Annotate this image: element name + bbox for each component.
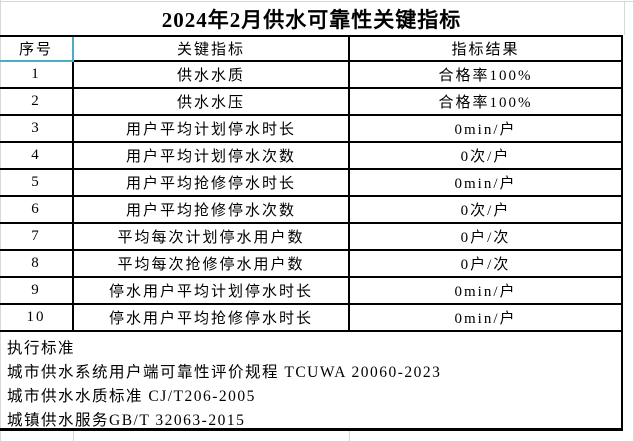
table-row: 8 平均每次抢修停水用户数 0户/次 [0, 251, 623, 278]
row-index-cell[interactable]: 1 [0, 62, 74, 89]
row-indicator-cell[interactable]: 供水水压 [74, 89, 350, 116]
gridline-left [0, 0, 1, 441]
row-indicator-cell[interactable]: 供水水质 [74, 62, 350, 89]
table-title-cell[interactable]: 2024年2月供水可靠性关键指标 [0, 2, 623, 35]
row-index-cell[interactable]: 2 [0, 89, 74, 116]
footer-standard-line: 城市供水水质标准 CJ/T206-2005 [7, 388, 256, 405]
footer-standard-line: 城镇供水服务GB/T 32063-2015 [7, 412, 246, 429]
row-index-cell[interactable]: 8 [0, 251, 74, 278]
row-indicator-cell[interactable]: 用户平均计划停水次数 [74, 143, 350, 170]
row-result-cell[interactable]: 合格率100% [350, 89, 623, 116]
table-header-row: 序号 关键指标 指标结果 [0, 35, 623, 62]
row-index-cell[interactable]: 10 [0, 305, 74, 332]
gridline-title-right [624, 2, 625, 35]
row-indicator-cell[interactable]: 平均每次计划停水用户数 [74, 224, 350, 251]
row-indicator-cell[interactable]: 停水用户平均抢修停水时长 [74, 305, 350, 332]
row-result-cell[interactable]: 0min/户 [350, 116, 623, 143]
row-index-cell[interactable]: 3 [0, 116, 74, 143]
row-result-cell[interactable]: 0min/户 [350, 170, 623, 197]
table-row: 3 用户平均计划停水时长 0min/户 [0, 116, 623, 143]
row-index-cell[interactable]: 5 [0, 170, 74, 197]
row-index-cell[interactable]: 7 [0, 224, 74, 251]
table-row: 5 用户平均抢修停水时长 0min/户 [0, 170, 623, 197]
header-cell-result[interactable]: 指标结果 [350, 37, 623, 62]
row-index-cell[interactable]: 4 [0, 143, 74, 170]
row-indicator-cell[interactable]: 用户平均抢修停水次数 [74, 197, 350, 224]
indicator-table: 2024年2月供水可靠性关键指标 序号 关键指标 指标结果 1 供水水质 合格率… [0, 2, 623, 431]
row-result-cell[interactable]: 0次/户 [350, 197, 623, 224]
gridline-top [0, 1, 634, 2]
table-row: 6 用户平均抢修停水次数 0次/户 [0, 197, 623, 224]
page-title: 2024年2月供水可靠性关键指标 [161, 7, 462, 32]
table-row: 10 停水用户平均抢修停水时长 0min/户 [0, 305, 623, 332]
row-indicator-cell[interactable]: 停水用户平均计划停水时长 [74, 278, 350, 305]
footer-standard-line: 执行标准 [7, 340, 76, 357]
table-row: 9 停水用户平均计划停水时长 0min/户 [0, 278, 623, 305]
row-index-cell[interactable]: 6 [0, 197, 74, 224]
row-indicator-cell[interactable]: 用户平均抢修停水时长 [74, 170, 350, 197]
gridline-stub-col2 [349, 430, 350, 441]
table-row: 7 平均每次计划停水用户数 0户/次 [0, 224, 623, 251]
gridline-stub-col1 [73, 430, 74, 441]
header-cell-indicator[interactable]: 关键指标 [74, 37, 350, 62]
row-result-cell[interactable]: 0户/次 [350, 224, 623, 251]
footer-standard-line: 城市供水系统用户端可靠性评价规程 TCUWA 20060-2023 [7, 364, 442, 381]
table-row: 4 用户平均计划停水次数 0次/户 [0, 143, 623, 170]
footer-cell[interactable]: 执行标准城市供水系统用户端可靠性评价规程 TCUWA 20060-2023 城市供… [0, 332, 623, 431]
row-result-cell[interactable]: 0min/户 [350, 278, 623, 305]
table-body: 1 供水水质 合格率100% 2 供水水压 合格率100% 3 用户平均计划停水… [0, 62, 623, 332]
table-row: 1 供水水质 合格率100% [0, 62, 623, 89]
row-index-cell[interactable]: 9 [0, 278, 74, 305]
row-result-cell[interactable]: 合格率100% [350, 62, 623, 89]
row-result-cell[interactable]: 0户/次 [350, 251, 623, 278]
row-result-cell[interactable]: 0次/户 [350, 143, 623, 170]
row-indicator-cell[interactable]: 用户平均计划停水时长 [74, 116, 350, 143]
table-row: 2 供水水压 合格率100% [0, 89, 623, 116]
header-cell-index selected-cell[interactable]: 序号 [0, 37, 74, 62]
row-result-cell[interactable]: 0min/户 [350, 305, 623, 332]
row-indicator-cell[interactable]: 平均每次抢修停水用户数 [74, 251, 350, 278]
